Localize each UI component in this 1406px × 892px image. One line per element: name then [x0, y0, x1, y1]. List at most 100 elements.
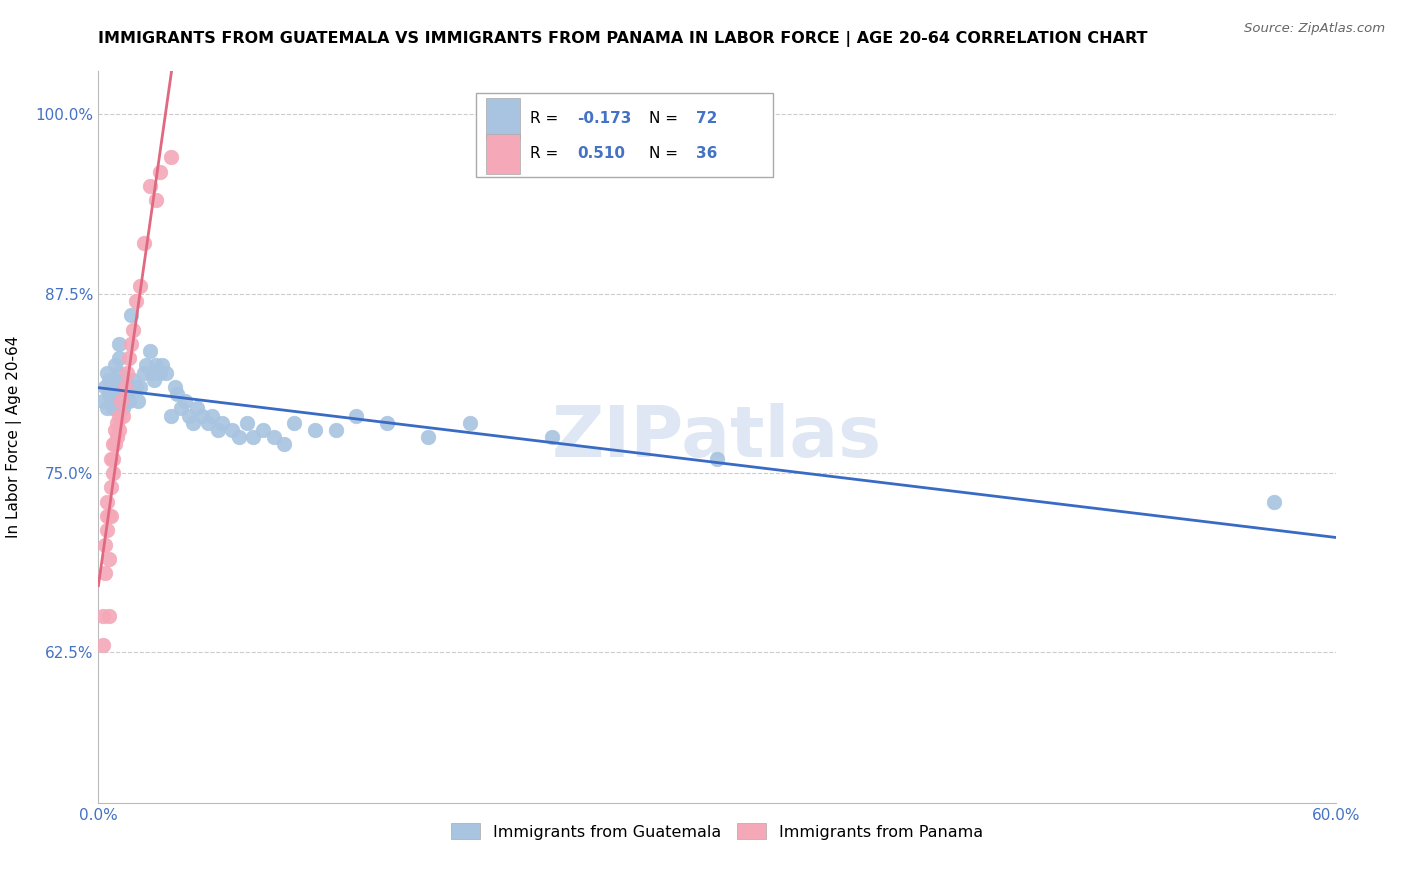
- Legend: Immigrants from Guatemala, Immigrants from Panama: Immigrants from Guatemala, Immigrants fr…: [444, 817, 990, 846]
- Point: [128, 279, 150, 293]
- Point: [97, 373, 120, 387]
- Point: [93, 566, 115, 581]
- Point: [418, 430, 440, 444]
- Point: [155, 366, 177, 380]
- Point: [128, 380, 150, 394]
- Point: [101, 451, 124, 466]
- Point: [124, 380, 146, 394]
- Point: [110, 394, 132, 409]
- Point: [211, 416, 233, 430]
- Point: [159, 150, 181, 164]
- Point: [96, 366, 118, 380]
- Point: [108, 394, 131, 409]
- Point: [101, 387, 124, 401]
- Point: [139, 344, 162, 359]
- Point: [114, 380, 136, 394]
- Point: [93, 380, 115, 394]
- Point: [118, 394, 141, 409]
- Point: [104, 423, 127, 437]
- Point: [91, 609, 114, 624]
- Point: [149, 165, 172, 179]
- Point: [141, 366, 163, 380]
- Point: [97, 609, 120, 624]
- Point: [97, 552, 120, 566]
- Point: [100, 480, 122, 494]
- FancyBboxPatch shape: [485, 134, 520, 174]
- Point: [117, 387, 139, 401]
- Point: [108, 423, 131, 437]
- Text: N =: N =: [650, 111, 683, 126]
- Point: [273, 437, 295, 451]
- Point: [122, 373, 145, 387]
- Point: [132, 366, 155, 380]
- Point: [96, 524, 118, 538]
- Point: [108, 336, 131, 351]
- Point: [105, 416, 128, 430]
- Point: [127, 394, 149, 409]
- Point: [100, 394, 122, 409]
- Point: [1263, 494, 1285, 508]
- Text: IMMIGRANTS FROM GUATEMALA VS IMMIGRANTS FROM PANAMA IN LABOR FORCE | AGE 20-64 C: IMMIGRANTS FROM GUATEMALA VS IMMIGRANTS …: [98, 31, 1147, 47]
- Point: [105, 394, 128, 409]
- FancyBboxPatch shape: [475, 94, 773, 178]
- Point: [100, 380, 122, 394]
- Point: [145, 194, 167, 208]
- Point: [104, 359, 127, 373]
- Point: [159, 409, 181, 423]
- Point: [149, 366, 172, 380]
- Text: R =: R =: [530, 146, 564, 161]
- Point: [124, 293, 146, 308]
- Point: [91, 638, 114, 652]
- Point: [101, 466, 124, 480]
- Point: [114, 373, 136, 387]
- Point: [252, 423, 274, 437]
- Text: -0.173: -0.173: [578, 111, 631, 126]
- Point: [458, 416, 481, 430]
- Point: [163, 380, 186, 394]
- Point: [143, 373, 166, 387]
- Point: [96, 508, 118, 523]
- Point: [174, 394, 197, 409]
- Point: [104, 373, 127, 387]
- Point: [122, 322, 145, 336]
- Point: [541, 430, 564, 444]
- Point: [135, 359, 157, 373]
- Point: [101, 401, 124, 416]
- Point: [236, 416, 259, 430]
- Text: N =: N =: [650, 146, 683, 161]
- Point: [263, 430, 285, 444]
- Point: [242, 430, 264, 444]
- Text: ZIPatlas: ZIPatlas: [553, 402, 882, 472]
- Point: [110, 387, 132, 401]
- Point: [114, 394, 136, 409]
- Point: [97, 508, 120, 523]
- Point: [112, 380, 135, 394]
- Point: [101, 437, 124, 451]
- Point: [108, 380, 131, 394]
- Point: [344, 409, 367, 423]
- Point: [91, 394, 114, 409]
- Point: [325, 423, 347, 437]
- Point: [108, 351, 131, 366]
- Point: [96, 494, 118, 508]
- Point: [108, 409, 131, 423]
- Text: R =: R =: [530, 111, 564, 126]
- Point: [132, 236, 155, 251]
- Text: 0.510: 0.510: [578, 146, 626, 161]
- Point: [118, 380, 141, 394]
- Point: [96, 401, 118, 416]
- Point: [100, 451, 122, 466]
- Point: [105, 430, 128, 444]
- Point: [117, 366, 139, 380]
- Point: [190, 409, 212, 423]
- Point: [139, 179, 162, 194]
- Point: [150, 359, 173, 373]
- Point: [283, 416, 305, 430]
- Point: [228, 430, 250, 444]
- FancyBboxPatch shape: [485, 98, 520, 138]
- Point: [166, 387, 188, 401]
- Point: [197, 416, 219, 430]
- Point: [112, 409, 135, 423]
- Point: [100, 508, 122, 523]
- Point: [104, 437, 127, 451]
